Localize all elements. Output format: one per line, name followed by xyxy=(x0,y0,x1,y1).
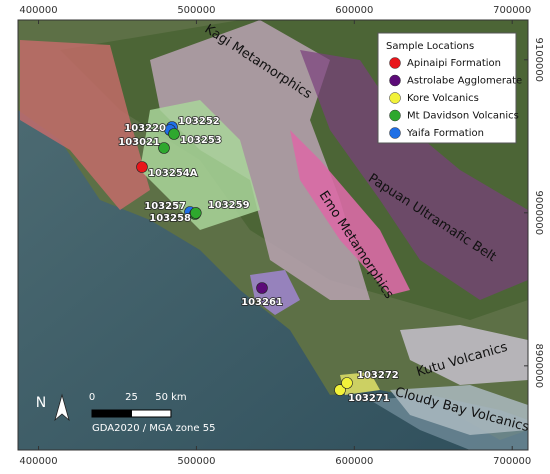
x-tick-label: 600000 xyxy=(335,456,373,467)
x-tick-label: 600000 xyxy=(335,5,373,16)
sample-point xyxy=(168,128,180,140)
y-tick-label: 9000000 xyxy=(533,191,544,236)
sample-point xyxy=(341,377,353,389)
geology-unit xyxy=(340,372,380,395)
sample-label: 103254A xyxy=(148,168,198,179)
geology-unit xyxy=(290,130,410,295)
sample-point xyxy=(334,384,346,396)
geology-unit xyxy=(390,385,528,435)
sample-point xyxy=(136,161,148,173)
sample-label: 103253 xyxy=(180,135,222,146)
north-arrow xyxy=(54,393,70,422)
geology-unit xyxy=(300,50,528,300)
y-tick-label: 8900000 xyxy=(533,344,544,389)
sample-label: 103272 xyxy=(357,370,399,381)
crs-label: GDA2020 / MGA zone 55 xyxy=(92,423,215,434)
legend xyxy=(377,32,517,144)
x-tick-label: 500000 xyxy=(177,5,215,16)
x-tick-label: 700000 xyxy=(493,456,531,467)
sample-label: 103271 xyxy=(348,393,390,404)
x-tick-label: 400000 xyxy=(19,5,57,16)
map-frame xyxy=(17,19,529,451)
legend-label: Kore Volcanics xyxy=(407,93,479,104)
scale-bar-segment xyxy=(91,409,132,418)
sample-label: 103220 xyxy=(124,123,166,134)
legend-label: Mt Davidson Volcanics xyxy=(407,111,519,122)
legend-swatch xyxy=(389,74,401,87)
legend-title: Sample Locations xyxy=(386,41,474,52)
legend-label: Astrolabe Agglomerate xyxy=(407,76,522,87)
y-tick-label: 9100000 xyxy=(533,38,544,83)
sample-label: 103259 xyxy=(208,200,250,211)
legend-swatch xyxy=(389,92,401,104)
x-tick-label: 400000 xyxy=(19,456,57,467)
sample-label: 103258 xyxy=(149,213,191,224)
geology-unit xyxy=(20,40,150,210)
north-label: N xyxy=(36,395,46,411)
sample-label: 103252 xyxy=(178,116,220,127)
legend-label: Apinaipi Formation xyxy=(407,58,501,69)
scale-bar-segment xyxy=(130,409,172,418)
geology-unit xyxy=(250,270,300,315)
x-tick-label: 500000 xyxy=(177,456,215,467)
sample-point xyxy=(158,142,170,154)
scale-bar-label: 25 xyxy=(125,392,138,403)
geology-unit xyxy=(400,325,528,385)
sample-point xyxy=(256,282,268,294)
scale-bar-label: 0 xyxy=(89,392,95,403)
sample-label: 103021 xyxy=(118,137,160,148)
sample-label: 103261 xyxy=(241,297,283,308)
scale-bar-label: 50 km xyxy=(155,392,186,403)
legend-label: Yaifa Formation xyxy=(406,128,484,139)
legend-swatch xyxy=(389,127,401,139)
sample-point xyxy=(189,207,202,219)
legend-swatch xyxy=(389,57,401,69)
sample-label: 103257 xyxy=(144,201,186,212)
legend-swatch xyxy=(389,109,401,122)
x-tick-label: 700000 xyxy=(493,5,531,16)
